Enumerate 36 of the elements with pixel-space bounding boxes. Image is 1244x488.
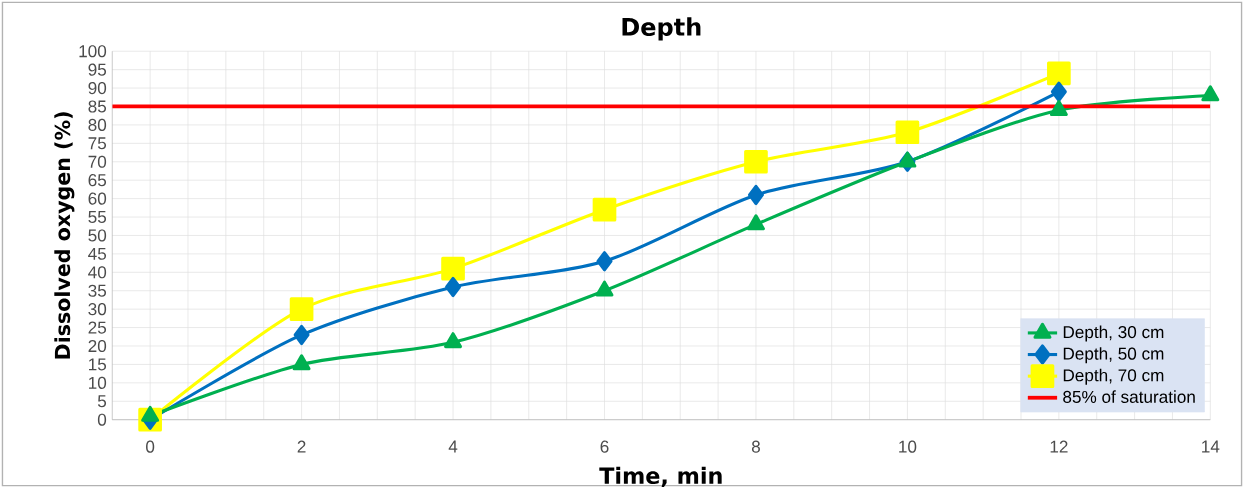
- x-tick-label: 10: [899, 440, 917, 453]
- y-tick-label: 80: [88, 118, 107, 131]
- x-tick-label: 6: [600, 440, 609, 453]
- legend-label: Depth, 30 cm: [1063, 325, 1164, 342]
- y-tick-label: 25: [88, 321, 107, 334]
- x-tick-label: 8: [751, 440, 760, 453]
- x-tick-label: 12: [1050, 440, 1068, 453]
- y-tick-label: 30: [88, 303, 107, 316]
- y-tick-label: 50: [88, 229, 107, 242]
- y-tick-label: 55: [88, 211, 107, 224]
- y-tick-label: 35: [88, 284, 107, 297]
- x-tick-label: 2: [297, 440, 306, 453]
- y-tick-label: 100: [79, 45, 107, 58]
- y-tick-label: 10: [89, 376, 107, 389]
- x-tick-label: 4: [448, 440, 458, 453]
- y-tick-label: 85: [88, 100, 107, 113]
- y-tick-label: 65: [88, 174, 107, 187]
- y-tick-label: 5: [97, 395, 107, 408]
- y-tick-label: 75: [88, 137, 107, 150]
- x-axis-title: Time, min: [599, 466, 722, 487]
- y-tick-label: 90: [88, 82, 107, 95]
- y-axis-title: Dissolved oxygen (%): [54, 112, 75, 359]
- x-tick-label: 0: [146, 440, 155, 453]
- y-tick-label: 20: [88, 339, 107, 353]
- legend-label: Depth, 70 cm: [1063, 368, 1164, 385]
- chart-title: Depth: [622, 17, 701, 41]
- y-tick-label: 40: [88, 266, 107, 279]
- x-tick-label: 14: [1202, 440, 1220, 453]
- y-tick-label: 95: [88, 63, 107, 76]
- y-tick-label: 45: [88, 247, 107, 260]
- y-tick-label: 15: [89, 358, 107, 371]
- y-tick-label: 60: [88, 192, 107, 205]
- legend-label: 85% of saturation: [1063, 390, 1195, 403]
- y-tick-label: 70: [88, 155, 107, 168]
- legend-label: Depth, 50 cm: [1063, 347, 1164, 364]
- y-tick-label: 0: [97, 413, 107, 426]
